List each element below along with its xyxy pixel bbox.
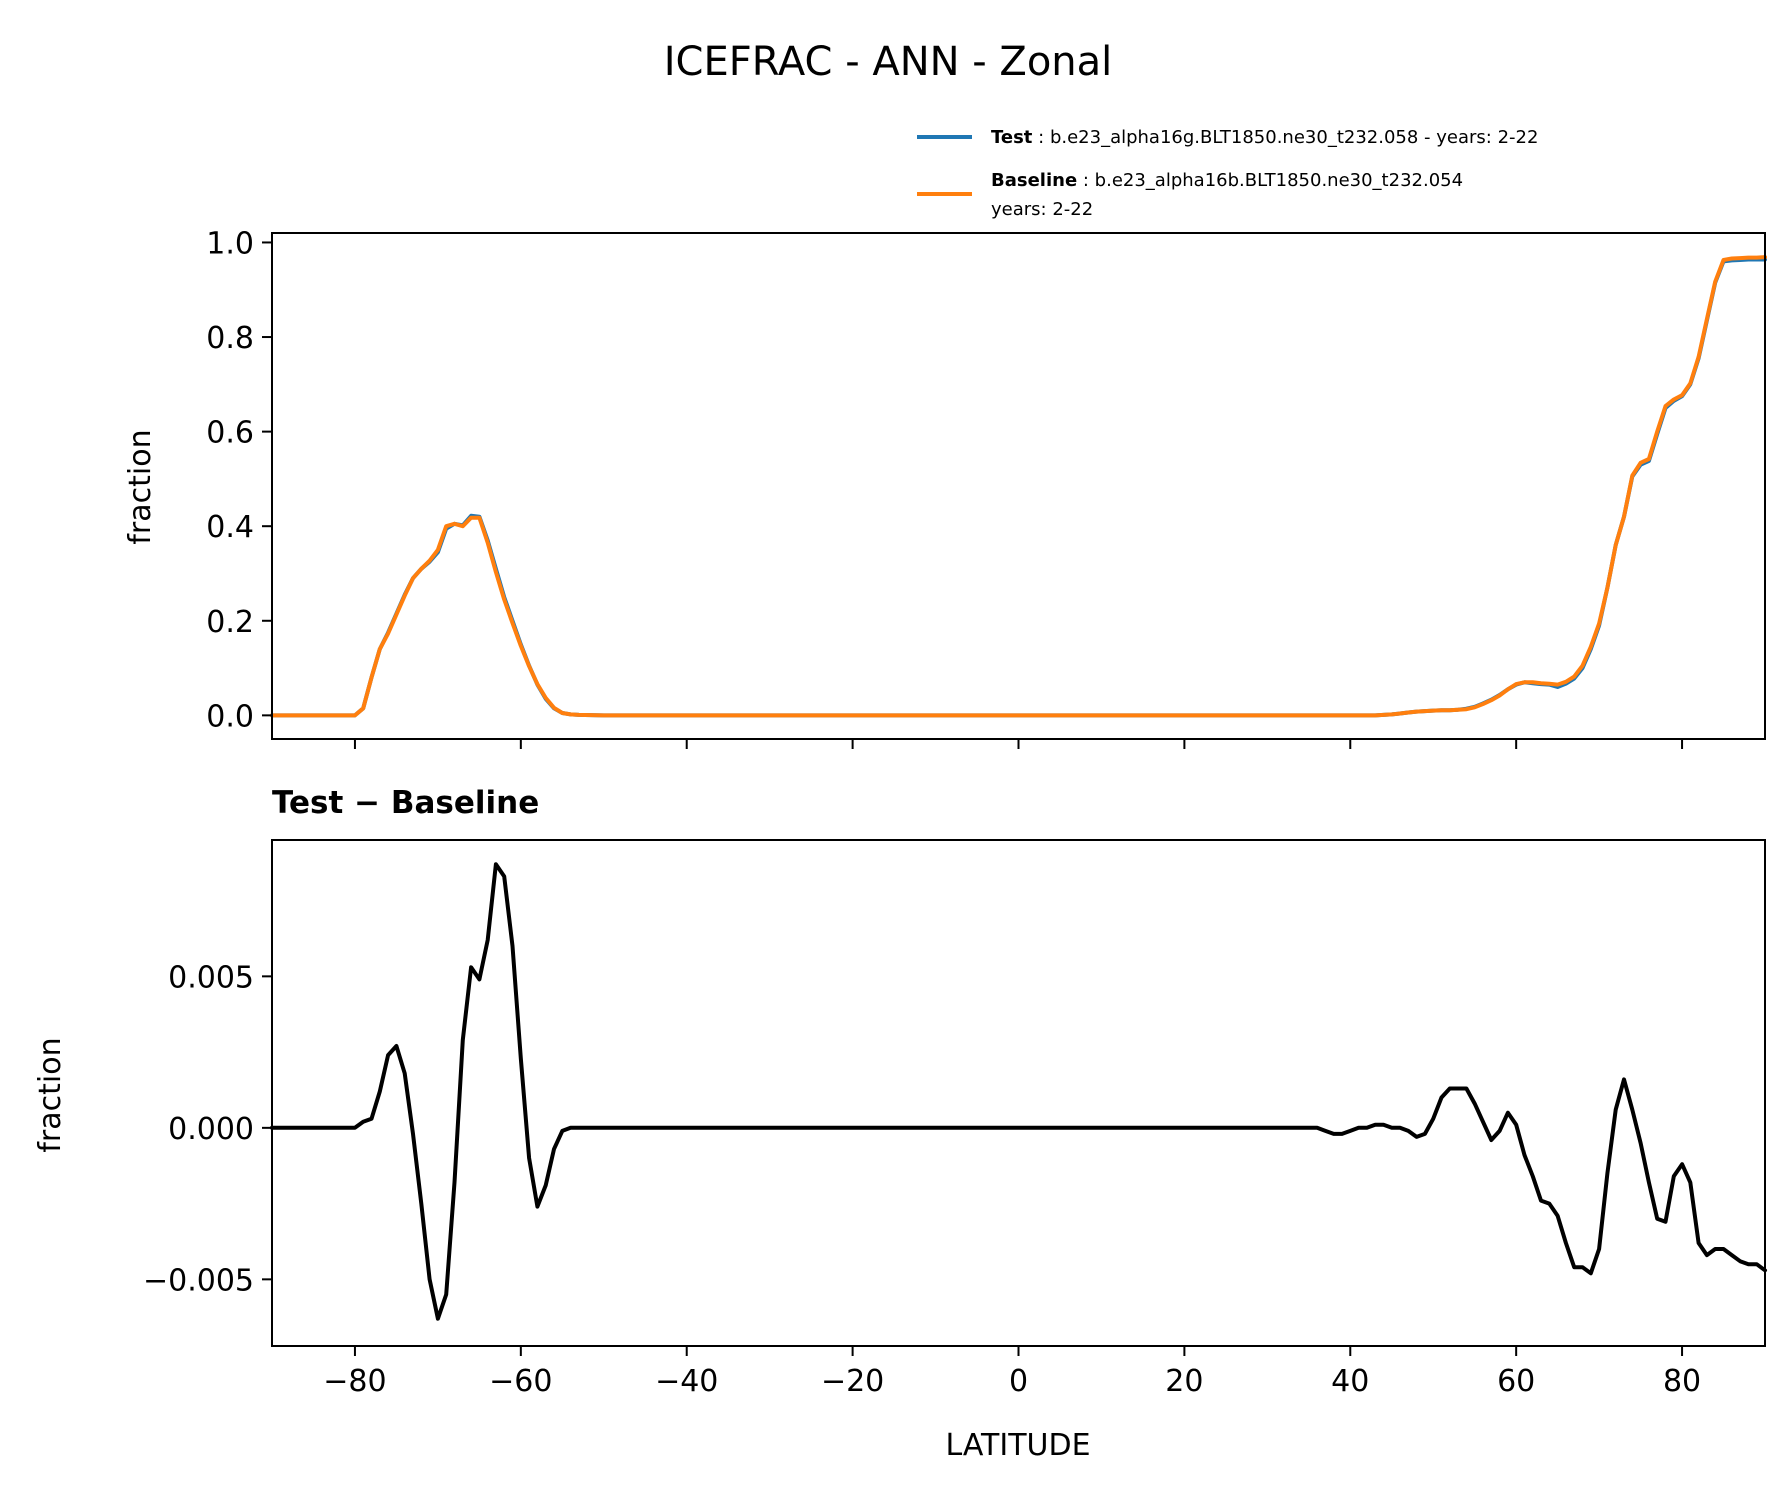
legend-test-sep: : [1032, 127, 1050, 148]
bottom-y-label: fraction [33, 1037, 68, 1152]
legend-baseline-line-1: b.e23_alpha16b.BLT1850.ne30_t232.054 [1095, 170, 1463, 191]
top-x-axis [353, 739, 1684, 749]
bottom-y-axis: 0.005 0.000 −0.005 [143, 960, 272, 1298]
top-y-tick-label: 1.0 [206, 226, 254, 261]
bottom-plot-lines [270, 862, 1767, 1321]
legend-baseline-line-2: years: 2-22 [991, 199, 1093, 220]
top-y-label: fraction [123, 429, 158, 544]
legend: Test : b.e23_alpha16g.BLT1850.ne30_t232.… [917, 127, 1538, 220]
bottom-y-tick-label: 0.000 [168, 1112, 254, 1147]
bottom-x-tick-label: 40 [1331, 1364, 1369, 1399]
legend-test-line-1: b.e23_alpha16g.BLT1850.ne30_t232.058 - y… [1050, 127, 1539, 148]
bottom-x-axis: −80 −60 −40 −20 0 20 40 60 80 [323, 1346, 1701, 1399]
top-plot-lines [270, 255, 1767, 718]
legend-test-name: Test [991, 127, 1033, 148]
bottom-x-tick-label: −20 [821, 1364, 884, 1399]
top-axes-frame [271, 232, 1766, 740]
legend-baseline-text: Baseline : b.e23_alpha16b.BLT1850.ne30_t… [991, 170, 1463, 191]
top-y-tick-label: 0.4 [206, 510, 254, 545]
bottom-axes-frame [271, 839, 1766, 1347]
top-y-tick-label: 0.0 [206, 699, 254, 734]
bottom-x-tick-label: −80 [323, 1364, 386, 1399]
bottom-x-label: LATITUDE [945, 1428, 1090, 1463]
bottom-x-tick-label: 20 [1165, 1364, 1203, 1399]
bottom-x-tick-label: 80 [1663, 1364, 1701, 1399]
bottom-x-tick-label: −40 [655, 1364, 718, 1399]
bottom-series-test-baseline-line [270, 862, 1767, 1321]
bottom-panel-title: Test − Baseline [272, 785, 539, 821]
bottom-x-tick-label: 60 [1497, 1364, 1535, 1399]
bottom-x-tick-label: −60 [489, 1364, 552, 1399]
legend-test-text: Test : b.e23_alpha16g.BLT1850.ne30_t232.… [991, 127, 1538, 148]
top-y-tick-label: 0.8 [206, 321, 254, 356]
top-series-baseline-line [270, 255, 1767, 718]
figure-title: ICEFRAC - ANN - Zonal [664, 39, 1113, 85]
bottom-y-tick-label: −0.005 [143, 1263, 254, 1298]
top-panel: 0.0 0.2 0.4 0.6 0.8 1.0 fraction [123, 226, 1767, 749]
bottom-y-tick-label: 0.005 [168, 960, 254, 995]
bottom-x-tick-label: 0 [1009, 1364, 1028, 1399]
top-y-axis: 0.0 0.2 0.4 0.6 0.8 1.0 [206, 226, 272, 734]
legend-baseline-sep: : [1077, 170, 1095, 191]
top-y-tick-label: 0.2 [206, 605, 254, 640]
legend-baseline-name: Baseline [991, 170, 1077, 191]
top-y-tick-label: 0.6 [206, 416, 254, 451]
